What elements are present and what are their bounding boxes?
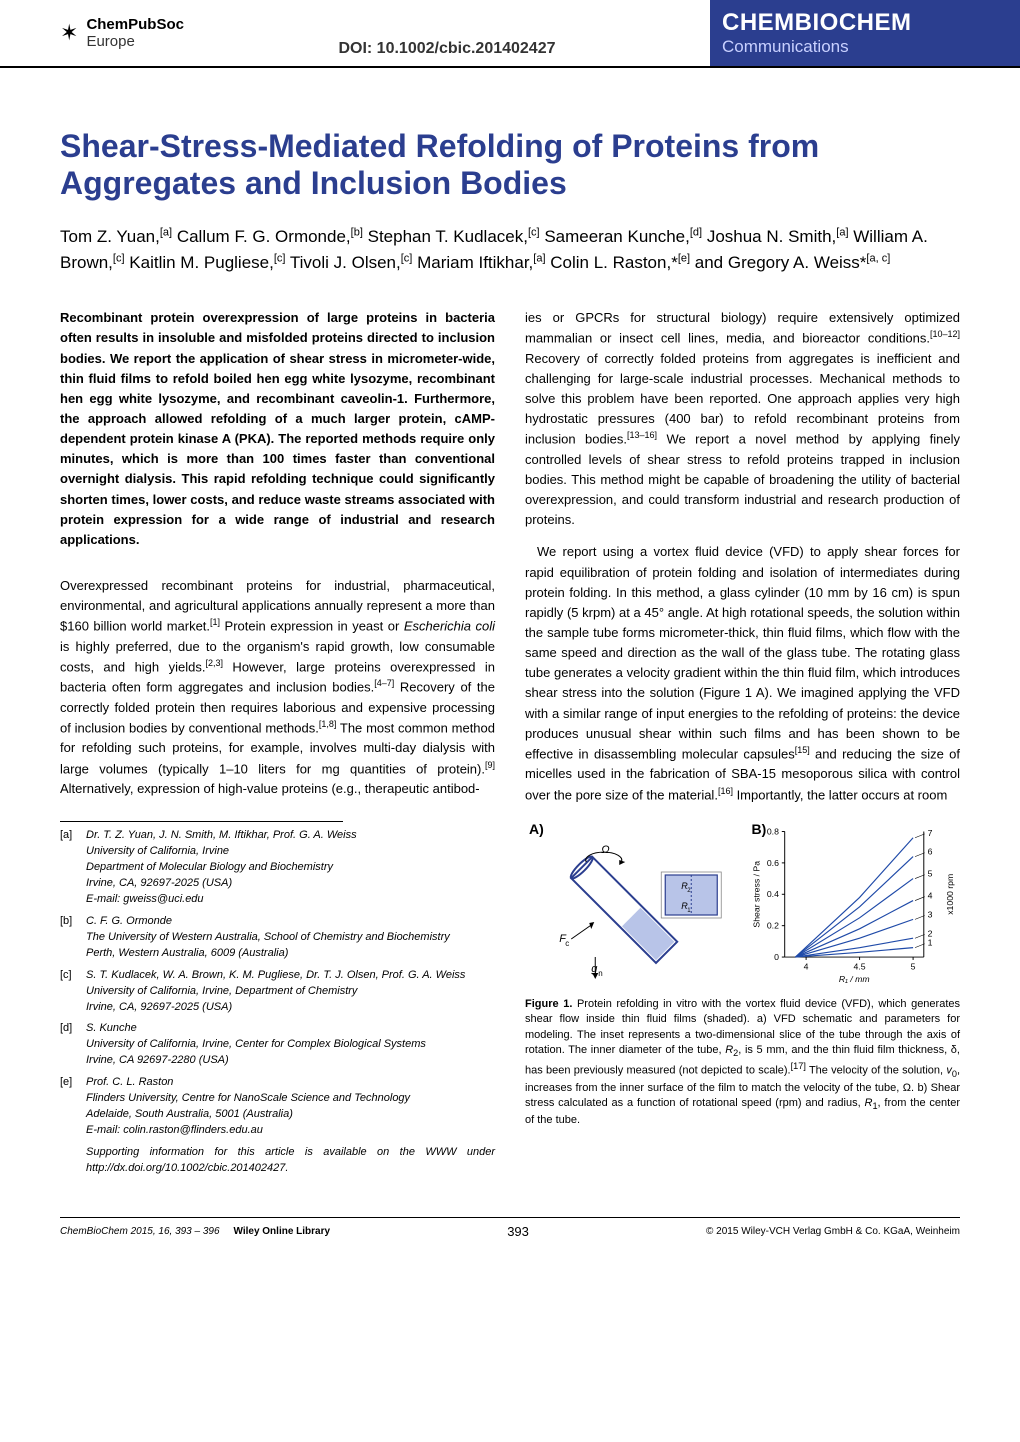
svg-text:0.4: 0.4 (766, 889, 778, 899)
publisher-logo-block: ✶ ChemPubSoc Europe (0, 0, 184, 66)
pubsoc-name: ChemPubSoc (86, 16, 184, 33)
footer-citation: ChemBioChem 2015, 16, 393 – 396 (60, 1226, 220, 1237)
svg-text:5: 5 (910, 962, 915, 972)
journal-brand: CHEMBIOCHEM Communications (710, 0, 1020, 66)
figure-1: A) Ω Fc (525, 817, 960, 1129)
svg-text:n: n (598, 969, 602, 978)
svg-text:0.8: 0.8 (766, 826, 778, 836)
svg-text:1: 1 (927, 938, 932, 948)
svg-text:0: 0 (774, 952, 779, 962)
panel-b-label: B) (752, 819, 767, 841)
affiliation-row: [a]Dr. T. Z. Yuan, J. N. Smith, M. Iftik… (60, 828, 495, 908)
svg-text:5: 5 (927, 869, 932, 879)
star-icon: ✶ (60, 20, 78, 46)
affiliation-row: [b]C. F. G. OrmondeThe University of Wes… (60, 914, 495, 962)
figure-1-caption: Figure 1. Protein refolding in vitro wit… (525, 997, 960, 1129)
journal-subtitle: Communications (722, 37, 1020, 57)
svg-text:c: c (565, 939, 569, 948)
footer-wol: Wiley Online Library (233, 1226, 330, 1237)
abstract-text: Recombinant protein overexpression of la… (60, 308, 495, 550)
svg-text:6: 6 (927, 847, 932, 857)
body-para-r2: We report using a vortex fluid device (V… (525, 542, 960, 804)
shear-chart-svg: 0 0.2 0.4 0.6 0.8 4 4.5 5 R₁ / mm Shear stress / … (748, 817, 961, 987)
doi-block: DOI: 10.1002/cbic.201402427 (184, 0, 710, 66)
journal-name: CHEMBIOCHEM (722, 9, 1020, 37)
doi-text: DOI: 10.1002/cbic.201402427 (338, 40, 555, 58)
svg-text:4: 4 (927, 891, 932, 901)
affiliation-rule (60, 821, 343, 822)
svg-text:Shear stress / Pa: Shear stress / Pa (751, 861, 761, 928)
affiliation-row: [c]S. T. Kudlacek, W. A. Brown, K. M. Pu… (60, 968, 495, 1016)
article-title: Shear-Stress-Mediated Refolding of Prote… (60, 128, 960, 202)
page-footer: ChemBioChem 2015, 16, 393 – 396 Wiley On… (60, 1217, 960, 1239)
svg-text:4: 4 (803, 962, 808, 972)
affiliation-block: [a]Dr. T. Z. Yuan, J. N. Smith, M. Iftik… (60, 828, 495, 1177)
svg-text:Ω: Ω (601, 844, 609, 856)
affiliation-row: [d]S. KuncheUniversity of California, Ir… (60, 1021, 495, 1069)
svg-text:4.5: 4.5 (853, 962, 865, 972)
header-band: ✶ ChemPubSoc Europe DOI: 10.1002/cbic.20… (0, 0, 1020, 68)
affiliation-row: [e]Prof. C. L. RastonFlinders University… (60, 1075, 495, 1139)
svg-text:3: 3 (927, 909, 932, 919)
author-list: Tom Z. Yuan,[a] Callum F. G. Ormonde,[b]… (60, 224, 960, 277)
svg-text:2: 2 (927, 928, 932, 938)
two-column-layout: Recombinant protein overexpression of la… (60, 308, 960, 1183)
footer-pagenum: 393 (507, 1224, 529, 1239)
svg-text:x1000 rpm: x1000 rpm (944, 874, 954, 915)
footer-left: ChemBioChem 2015, 16, 393 – 396 Wiley On… (60, 1226, 330, 1237)
body-para-r1: ies or GPCRs for structural biology) req… (525, 308, 960, 530)
figure-1b-panel: B) 0 0.2 0.4 0.6 0.8 4 4.5 5 R₁ / mm Shear stress… (748, 817, 961, 987)
svg-text:R₁ / mm: R₁ / mm (838, 974, 869, 984)
affiliation-row: Supporting information for this article … (60, 1145, 495, 1177)
figure-1a-panel: A) Ω Fc (525, 817, 738, 987)
right-column: ies or GPCRs for structural biology) req… (525, 308, 960, 1183)
pubsoc-sub: Europe (86, 33, 184, 50)
svg-text:0.6: 0.6 (766, 858, 778, 868)
body-para-left: Overexpressed recombinant proteins for i… (60, 576, 495, 799)
panel-a-label: A) (529, 819, 544, 841)
svg-text:0.2: 0.2 (766, 921, 778, 931)
figure-panels: A) Ω Fc (525, 817, 960, 987)
left-column: Recombinant protein overexpression of la… (60, 308, 495, 1183)
svg-text:7: 7 (927, 828, 932, 838)
article-body: Shear-Stress-Mediated Refolding of Prote… (0, 68, 1020, 1203)
vfd-schematic-svg: Ω Fc gn R2 R1 (525, 817, 738, 987)
footer-copyright: © 2015 Wiley-VCH Verlag GmbH & Co. KGaA,… (706, 1226, 960, 1237)
